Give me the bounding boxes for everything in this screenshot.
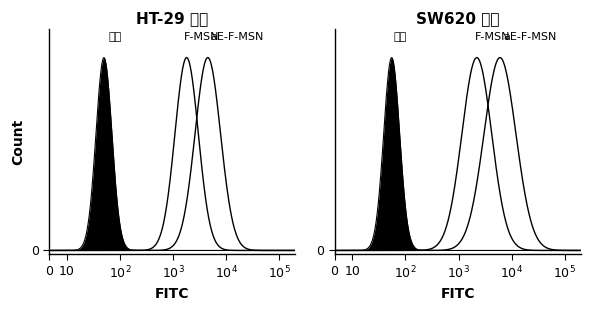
Title: HT-29 细胞: HT-29 细胞 [136, 11, 208, 26]
X-axis label: FITC: FITC [155, 287, 189, 301]
Text: F-MSN: F-MSN [475, 32, 510, 42]
Title: SW620 细胞: SW620 细胞 [416, 11, 500, 26]
X-axis label: FITC: FITC [440, 287, 475, 301]
Text: 对照: 对照 [394, 32, 407, 42]
Text: F-MSN: F-MSN [184, 32, 220, 42]
Text: 对照: 对照 [108, 32, 121, 42]
Y-axis label: Count: Count [11, 118, 25, 165]
Text: aE-F-MSN: aE-F-MSN [504, 32, 557, 42]
Text: aE-F-MSN: aE-F-MSN [210, 32, 263, 42]
